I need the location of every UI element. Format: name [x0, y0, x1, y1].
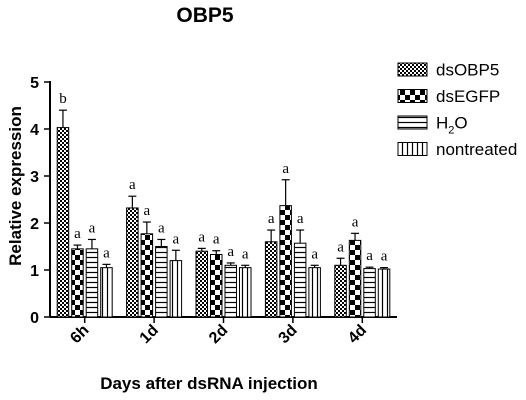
legend-swatch: [397, 142, 428, 156]
y-axis-label: Relative expression: [6, 106, 25, 266]
bar: [85, 248, 99, 318]
bar: [293, 242, 307, 318]
legend-swatch: [397, 62, 428, 77]
y-tick-label: 3: [30, 169, 39, 186]
bar: [308, 267, 321, 318]
significance-label: a: [158, 220, 165, 236]
x-axis-label: Days after dsRNA injection: [100, 374, 318, 393]
bar: [377, 268, 391, 318]
x-tick-label: 6h: [67, 322, 92, 347]
bar: [140, 233, 154, 318]
significance-label: a: [337, 239, 344, 255]
chart-title: OBP5: [176, 4, 234, 27]
legend: dsOBP5 dsEGFP H2O nontreated: [397, 61, 517, 159]
significance-label: a: [282, 161, 289, 177]
significance-label: a: [198, 229, 205, 245]
significance-label: a: [103, 245, 110, 261]
x-tick-label: 3d: [276, 322, 301, 347]
bar: [100, 267, 113, 318]
x-tick-label: 4d: [345, 322, 370, 347]
legend-swatch: [397, 89, 428, 103]
legend-label: nontreated: [436, 140, 517, 159]
bar: [71, 248, 84, 318]
significance-label: a: [268, 211, 275, 227]
bar: [334, 264, 347, 318]
bar: [239, 267, 252, 318]
y-tick-label: 1: [30, 263, 39, 280]
legend-label: H2O: [436, 114, 468, 137]
significance-label: a: [144, 203, 151, 219]
y-tick-label: 0: [30, 310, 39, 327]
significance-label: a: [352, 214, 359, 230]
significance-label: a: [297, 211, 304, 227]
bar: [363, 268, 376, 318]
bar: [195, 250, 208, 318]
significance-label: a: [381, 249, 388, 265]
significance-label: a: [227, 244, 234, 260]
significance-label: a: [242, 246, 249, 262]
significance-label: a: [129, 177, 136, 193]
significance-label: a: [213, 232, 220, 248]
significance-label: a: [173, 231, 180, 247]
bar: [169, 260, 183, 318]
bar: [210, 253, 223, 318]
legend-label: dsOBP5: [436, 61, 499, 80]
x-tick-label: 2d: [206, 322, 231, 347]
legend-label: dsEGFP: [436, 87, 500, 106]
y-tick-label: 5: [30, 75, 39, 92]
bar: [224, 264, 237, 318]
y-tick-label: 2: [30, 216, 39, 233]
bar: [126, 207, 139, 318]
bar: [279, 205, 292, 318]
bar: [155, 246, 168, 318]
significance-label: a: [311, 246, 318, 262]
significance-label: a: [366, 248, 373, 264]
legend-swatch: [397, 115, 428, 130]
significance-label: b: [59, 91, 67, 107]
y-tick-label: 4: [30, 122, 39, 139]
bar: [348, 239, 362, 318]
bar: [264, 241, 278, 318]
significance-label: a: [89, 220, 96, 236]
x-tick-label: 1d: [137, 322, 162, 347]
significance-label: a: [74, 226, 81, 242]
bar: [56, 127, 70, 318]
